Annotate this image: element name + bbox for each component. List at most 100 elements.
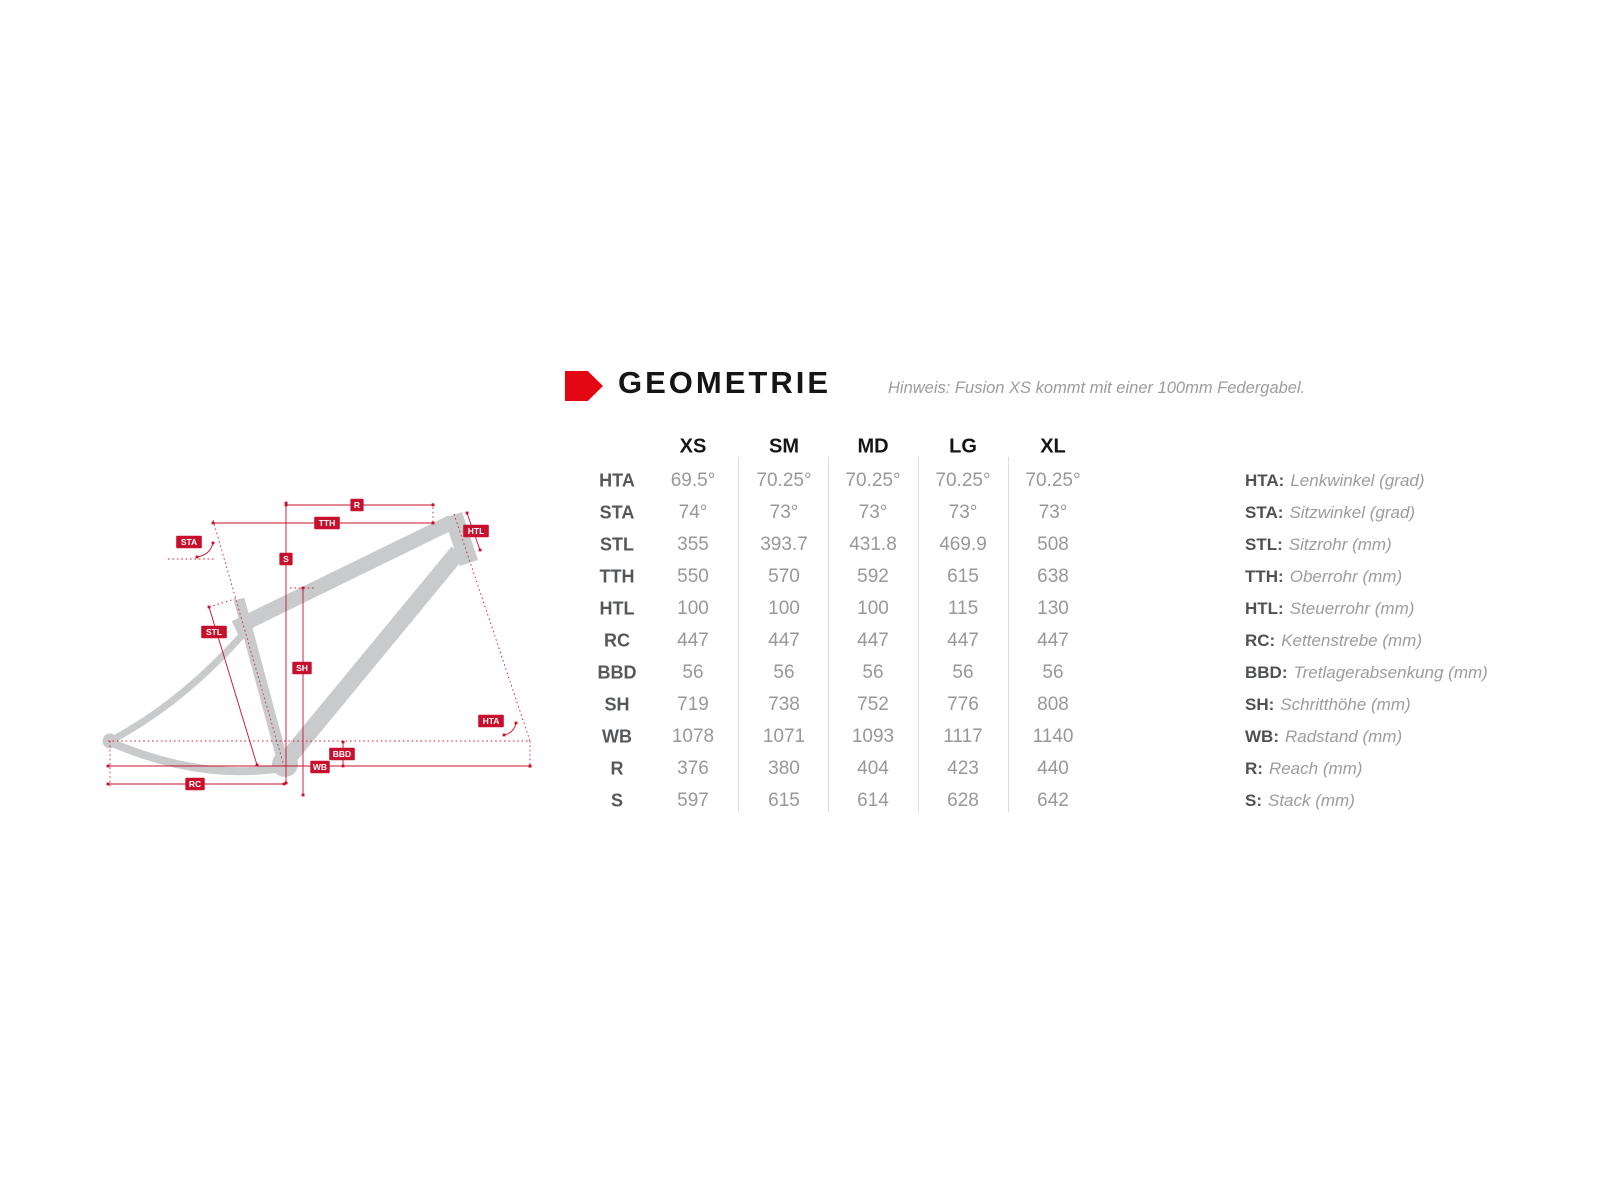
legend-desc: Steuerrohr (mm) [1289,599,1415,618]
legend-abbr: SH: [1245,695,1275,714]
geometry-value: 628 [947,790,979,811]
legend-abbr: STL: [1245,535,1283,554]
column-separator [738,457,739,812]
legend-desc: Reach (mm) [1268,759,1363,778]
measure-row-label: STA [599,502,635,523]
svg-text:STA: STA [181,537,197,547]
legend-abbr: TTH: [1245,567,1284,586]
geometry-value: 74° [678,502,708,523]
geometry-value: 1071 [762,726,806,747]
geometry-value: 73° [769,502,799,523]
svg-text:R: R [354,500,360,510]
svg-text:S: S [283,554,289,564]
geometry-value: 56 [682,662,704,683]
down-tube [277,546,465,769]
size-column-header: SM [769,435,799,458]
svg-text:STL: STL [206,627,222,637]
geometry-value: 447 [677,630,709,651]
legend-item: TTH: Oberrohr (mm) [1245,567,1402,587]
geometry-value: 56 [1042,662,1064,683]
legend-item: HTL: Steuerrohr (mm) [1245,599,1414,619]
geometry-value: 592 [857,566,889,587]
geometry-value: 70.25° [756,470,812,491]
measure-row-label: WB [602,726,632,747]
geometry-value: 393.7 [760,534,808,555]
svg-text:HTA: HTA [483,716,500,726]
geometry-value: 1117 [943,726,983,747]
geometry-value: 404 [857,758,889,779]
dim-label-rc: RC [185,777,205,791]
chain-stay [108,738,283,776]
legend-desc: Schritthöhe (mm) [1280,695,1411,714]
dimension-end-dots [106,501,532,797]
svg-text:BBD: BBD [333,749,351,759]
legend-item: HTA: Lenkwinkel (grad) [1245,471,1425,491]
measure-row-label: RC [604,630,630,651]
legend-desc: Radstand (mm) [1284,727,1403,746]
hta-angle-arc [503,722,517,736]
legend-abbr: S: [1245,791,1262,810]
dim-label-sh: SH [292,661,312,675]
geometry-value: 808 [1037,694,1069,715]
measure-row-label: BBD [597,662,637,683]
dim-label-s: S [279,552,293,566]
geometry-value: 447 [947,630,979,651]
measure-row-label: HTA [599,470,635,491]
geometry-value: 431.8 [849,534,897,555]
geometry-value: 130 [1037,598,1069,619]
svg-text:HTL: HTL [468,526,485,536]
geometry-value: 550 [677,566,709,587]
geometry-value: 56 [862,662,884,683]
geometry-value: 70.25° [935,470,991,491]
geometry-value: 615 [947,566,979,587]
legend-desc: Lenkwinkel (grad) [1290,471,1425,490]
geometry-value: 570 [768,566,800,587]
legend-abbr: HTA: [1245,471,1285,490]
measure-row-label: TTH [599,566,635,587]
legend-item: RC: Kettenstrebe (mm) [1245,631,1422,651]
geometry-value: 597 [677,790,709,811]
svg-text:SH: SH [296,663,308,673]
svg-text:TTH: TTH [319,518,336,528]
legend-abbr: BBD: [1245,663,1288,682]
legend-item: R: Reach (mm) [1245,759,1362,779]
legend-abbr: STA: [1245,503,1284,522]
geometry-value: 615 [768,790,800,811]
column-separator [828,457,829,812]
geometry-value: 614 [857,790,889,811]
geometry-value: 56 [773,662,795,683]
size-column-header: XS [679,435,707,458]
size-column-header: LG [949,435,977,458]
bottom-bracket [272,751,298,777]
measure-row-label: S [610,790,624,811]
geometry-value: 776 [947,694,979,715]
geometry-value: 73° [1038,502,1068,523]
geometry-value: 508 [1037,534,1069,555]
geometry-value: 642 [1037,790,1069,811]
geometry-value: 423 [947,758,979,779]
legend-desc: Stack (mm) [1268,791,1355,810]
dim-label-bbd: BBD [329,747,355,761]
column-separator [918,457,919,812]
legend-item: SH: Schritthöhe (mm) [1245,695,1411,715]
legend-item: WB: Radstand (mm) [1245,727,1402,747]
geometry-value: 1093 [851,726,895,747]
top-tube [231,515,456,635]
legend-abbr: WB: [1245,727,1279,746]
legend-item: S: Stack (mm) [1245,791,1355,811]
geometry-value: 56 [952,662,974,683]
title-arrow-icon [565,371,603,401]
legend-abbr: R: [1245,759,1263,778]
legend-desc: Tretlagerabsenkung (mm) [1293,663,1488,682]
legend-desc: Oberrohr (mm) [1289,567,1403,586]
geometry-value: 447 [1037,630,1069,651]
dim-label-wb: WB [310,760,330,774]
bike-frame-diagram: R TTH STA S HTL STL SH HTA BBD WB RC [102,498,532,797]
dim-label-sta: STA [176,535,202,549]
head-tube [443,511,479,567]
page-title: GEOMETRIE [618,365,832,400]
geometry-value: 447 [857,630,889,651]
measure-row-label: SH [604,694,630,715]
frame-silhouette [102,511,479,777]
legend-desc: Kettenstrebe (mm) [1281,631,1422,650]
